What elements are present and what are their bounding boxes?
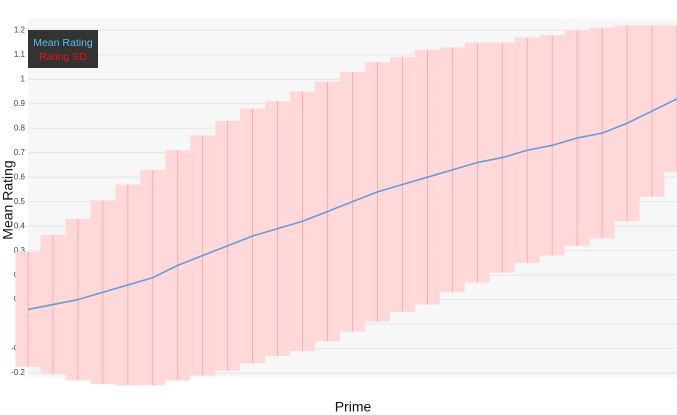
error-band xyxy=(664,25,677,173)
y-tick-label: 0.4 xyxy=(14,221,26,230)
y-tick-label: 1.1 xyxy=(14,50,26,59)
y-tick-label: 0.8 xyxy=(14,123,26,132)
mean-line xyxy=(27,98,677,311)
x-axis-title: Prime xyxy=(335,399,372,415)
y-tick-label: -0.2 xyxy=(11,368,25,377)
y-tick-label: 1 xyxy=(21,74,26,83)
y-tick-label: 0.3 xyxy=(14,246,26,255)
legend-label: Mean Rating xyxy=(33,37,93,49)
y-tick-label: 0.9 xyxy=(14,99,26,108)
legend-box xyxy=(28,30,98,68)
y-tick-label: 0.6 xyxy=(14,172,26,181)
y-tick-label: 0.5 xyxy=(14,197,26,206)
y-tick-label: 0.7 xyxy=(14,148,26,157)
y-tick-label: 1.2 xyxy=(14,25,26,34)
legend-label: Rating SD xyxy=(39,51,87,63)
y-axis-title: Mean Rating xyxy=(0,160,16,239)
legend: Mean Rating Rating SD xyxy=(28,30,98,68)
